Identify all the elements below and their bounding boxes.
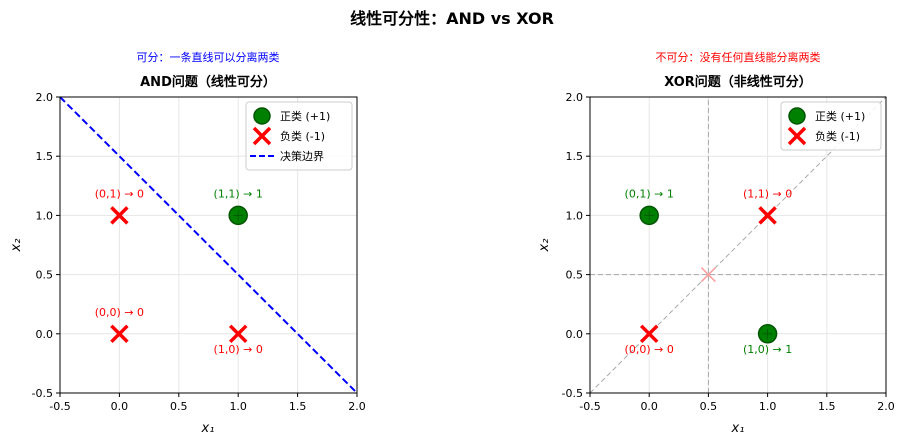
and-legend-x-marker-stroke: [252, 126, 272, 146]
and-legend-label: 正类 (+1): [280, 109, 330, 123]
xor-x-tick-label: 0.0: [640, 400, 658, 413]
xor-y-tick-label: 1.5: [566, 150, 584, 163]
xor-annotation: 不可分：没有任何直线能分离两类: [656, 50, 821, 64]
xor-legend-label: 负类 (-1): [815, 129, 860, 143]
xor-point-label: (0,0) → 0: [625, 343, 674, 356]
and-y-tick-label: 1.5: [36, 150, 54, 163]
and-legend-x-marker: [252, 126, 272, 146]
and-negative-point: [228, 324, 248, 344]
xor-y-tick-label: 0.0: [566, 328, 584, 341]
xor-x-tick-label: 0.5: [700, 400, 718, 413]
and-legend-circle-marker: [253, 107, 271, 125]
xor-x-tick-label: -0.5: [579, 400, 600, 413]
xor-x-tick-label: 2.0: [877, 400, 895, 413]
xor-negative-point-stroke: [758, 206, 777, 225]
xor-y-tick-label: 0.5: [566, 269, 584, 282]
and-point-label: (1,1) → 1: [214, 187, 263, 200]
xor-point-label: (1,1) → 0: [743, 187, 792, 200]
and-legend-box: [245, 101, 353, 171]
and-x-tick-label: 0.5: [170, 400, 188, 413]
xor-negative-point-stroke: [639, 324, 659, 344]
xor-point-label: (0,1) → 1: [625, 187, 674, 200]
and-negative-point: [110, 324, 129, 344]
xor-y-tick-label: 2.0: [566, 91, 584, 104]
and-x-tick-label: -0.5: [49, 400, 70, 413]
and-y-tick-label: -0.5: [32, 387, 53, 400]
and-y-axis-label: x₂: [9, 239, 24, 253]
and-y-tick-label: 2.0: [36, 91, 54, 104]
and-x-tick-label: 2.0: [348, 400, 366, 413]
xor-legend-x-marker: [787, 126, 807, 146]
xor-negative-point: [758, 206, 777, 225]
and-legend-label: 决策边界: [280, 149, 324, 163]
and-legend: 正类 (+1) 负类 (-1) 决策边界: [245, 101, 353, 171]
and-y-tick-label: 0.5: [36, 269, 54, 282]
and-chart-title: AND问题（线性可分）: [140, 74, 276, 90]
and-point-label: (0,1) → 0: [95, 187, 144, 200]
xor-axes-frame: [589, 96, 887, 394]
xor-chart-title: XOR问题（非线性可分）: [664, 74, 812, 90]
xor-y-axis-label: x₂: [537, 239, 552, 253]
xor-x-tick-label: 1.0: [759, 400, 777, 413]
xor-legend: 正类 (+1) 负类 (-1): [780, 101, 882, 151]
xor-y-tick-label: -0.5: [562, 387, 583, 400]
xor-negative-point: [639, 324, 659, 344]
and-annotation: 可分：一条直线可以分离两类: [137, 50, 280, 64]
and-x-tick-label: 1.5: [289, 400, 307, 413]
xor-failed-boundary-marker-stroke: [700, 267, 716, 283]
xor-x-tick-label: 1.5: [818, 400, 836, 413]
xor-x-axis-label: x₁: [731, 421, 745, 436]
xor-legend-circle-marker: [788, 107, 806, 125]
and-chart-panel: 可分：一条直线可以分离两类 AND问题（线性可分） x₁ x₂ -0.5 0.0 0…: [9, 50, 366, 436]
and-negative-point-stroke: [110, 206, 129, 225]
figure-title: 线性可分性：AND vs XOR: [350, 9, 554, 28]
and-legend-label: 负类 (-1): [280, 129, 325, 143]
and-axes-frame: [59, 96, 358, 394]
and-negative-point-stroke: [110, 324, 129, 344]
and-negative-point-stroke: [228, 324, 248, 344]
xor-y-tick-label: 1.0: [566, 209, 584, 222]
xor-legend-x-marker-stroke: [787, 126, 807, 146]
and-negative-point: [110, 206, 129, 225]
and-y-tick-label: 0.0: [36, 328, 54, 341]
and-decision-boundary: [59, 96, 358, 394]
and-x-tick-label: 0.0: [111, 400, 129, 413]
and-x-axis-label: x₁: [201, 421, 215, 436]
xor-legend-box: [780, 101, 882, 151]
and-y-tick-label: 1.0: [36, 209, 54, 222]
and-x-tick-label: 1.0: [229, 400, 247, 413]
xor-chart-panel: 不可分：没有任何直线能分离两类 XOR问题（非线性可分） x₁ x₂ -0.5 0…: [537, 50, 895, 436]
and-point-label: (1,0) → 0: [214, 343, 263, 356]
xor-point-label: (1,0) → 1: [743, 343, 792, 356]
xor-legend-label: 正类 (+1): [815, 109, 865, 123]
and-point-label: (0,0) → 0: [95, 306, 144, 319]
xor-failed-boundary-marker: [700, 267, 716, 283]
